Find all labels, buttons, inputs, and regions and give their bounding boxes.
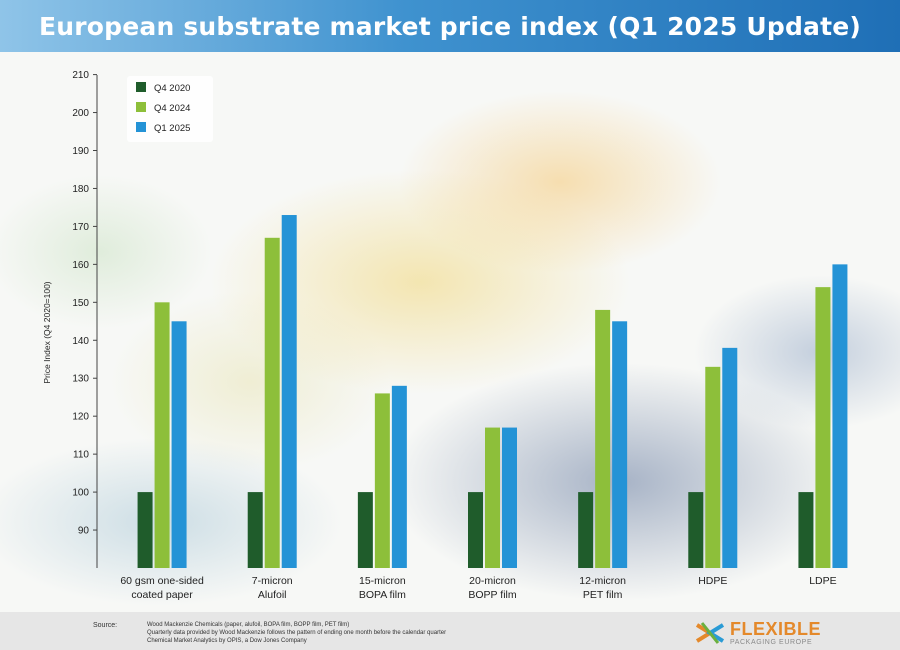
y-tick-label: 90 [78,526,90,537]
x-tick-label: 20-micron [469,575,516,587]
legend-swatch [136,82,146,92]
y-tick-label: 140 [72,336,89,347]
bar-q4-2020 [247,492,263,568]
logo-mark-icon [696,622,724,644]
bar-q1-2025 [391,385,407,568]
y-tick-label: 190 [72,146,89,157]
y-tick-label: 180 [72,184,89,195]
x-tick-label: 15-micron [359,575,406,587]
y-tick-label: 100 [72,488,89,499]
legend-label: Q4 2020 [154,83,190,94]
legend-box [127,76,213,142]
bar-q4-2024 [154,302,170,568]
y-tick-label: 150 [72,298,89,309]
source-line: Chemical Market Analytics by OPIS, a Dow… [147,638,307,644]
x-tick-label: 60 gsm one-sided [120,575,204,587]
legend-swatch [136,102,146,112]
bar-q4-2020 [688,492,704,568]
x-tick-label: PET film [583,589,623,601]
y-tick-label: 120 [72,412,89,423]
y-tick-label: 210 [72,70,89,81]
x-tick-label: 7-micron [252,575,293,587]
bar-q4-2024 [485,427,500,568]
source-line: Wood Mackenzie Chemicals (paper, alufoil… [147,622,350,628]
bar-q4-2020 [578,492,594,568]
source-notes: Wood Mackenzie Chemicals (paper, alufoil… [147,621,597,645]
legend-label: Q1 2025 [154,123,190,134]
source-label: Source: [93,622,118,629]
bar-q4-2020 [357,492,373,568]
x-tick-label: BOPP film [468,589,516,601]
bar-q4-2020 [137,492,153,568]
bar-q4-2020 [468,492,483,568]
bar-q1-2025 [612,321,628,568]
y-tick-label: 170 [72,222,89,233]
x-tick-label: BOPA film [359,589,406,601]
bar-q4-2024 [595,309,611,568]
x-tick-label: LDPE [809,575,836,587]
y-tick-label: 160 [72,260,89,271]
logo-text: FLEXIBLE [730,619,822,639]
x-tick-label: 12-micron [579,575,626,587]
bar-q1-2025 [502,427,517,568]
logo-subtext: PACKAGING EUROPE [730,639,813,646]
flexible-packaging-europe-logo: FLEXIBLE PACKAGING EUROPE [696,619,846,648]
title-banner: European substrate market price index (Q… [0,0,900,52]
legend-label: Q4 2024 [154,103,190,114]
bar-q1-2025 [281,215,297,569]
bar-q4-2020 [798,492,814,568]
bar-q4-2024 [374,393,390,568]
chart-title: European substrate market price index (Q… [38,11,862,41]
y-tick-label: 130 [72,374,89,385]
legend-swatch [136,122,146,132]
x-tick-label: Alufoil [258,589,287,601]
y-tick-label: 110 [73,450,89,461]
bar-q4-2024 [264,237,280,568]
bar-q4-2024 [705,366,721,568]
source-line: Quarterly data provided by Wood Mackenzi… [147,630,447,636]
y-axis-label: Price Index (Q4 2020=100) [42,281,52,383]
bar-q4-2024 [815,287,831,568]
x-tick-label: HDPE [698,575,727,587]
y-tick-label: 200 [72,108,89,119]
bar-chart: 90 100 110 120 130 140 150 160 170 180 190 200 210 Pr… [42,70,848,601]
footer: Source: Wood Mackenzie Chemicals (paper,… [0,612,900,650]
x-tick-label: coated paper [131,589,193,601]
bar-q1-2025 [171,321,187,568]
bar-q1-2025 [832,264,848,568]
bar-q1-2025 [722,347,738,568]
